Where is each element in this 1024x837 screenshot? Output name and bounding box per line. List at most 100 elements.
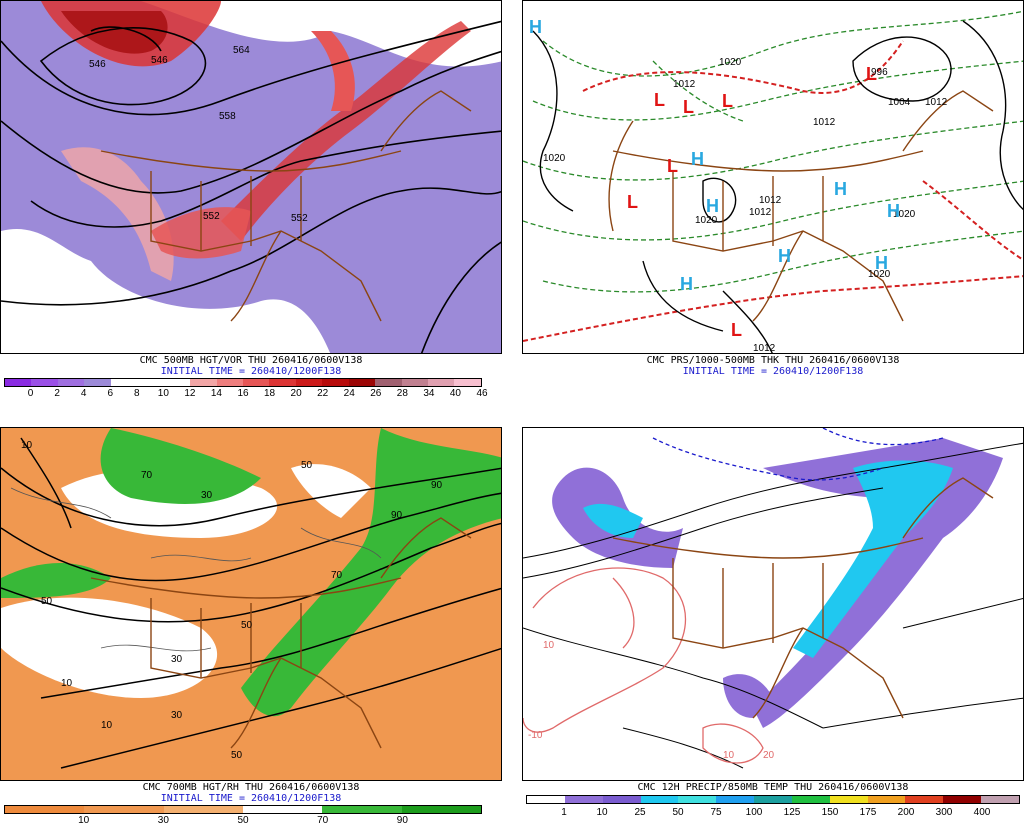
scale-swatch bbox=[428, 379, 455, 386]
scale-swatch bbox=[137, 379, 164, 386]
contour-label: 552 bbox=[291, 213, 308, 224]
caption-title: CMC 500MB HGT/VOR THU 260416/0600V138 bbox=[139, 355, 363, 366]
scale-swatch bbox=[527, 796, 565, 803]
scale-swatch bbox=[322, 379, 349, 386]
contour-label: 90 bbox=[431, 480, 443, 491]
low-pressure-center: L bbox=[667, 156, 678, 176]
scale-swatch bbox=[375, 379, 402, 386]
contour-label: 558 bbox=[219, 111, 236, 122]
contour-label: 30 bbox=[171, 654, 183, 665]
contour-label: 546 bbox=[151, 55, 168, 66]
scale-swatch bbox=[269, 379, 296, 386]
scale-tick-label: 30 bbox=[157, 815, 169, 826]
isobar-label: 1012 bbox=[753, 343, 776, 354]
scale-swatch bbox=[867, 796, 906, 803]
scale-swatch bbox=[57, 379, 85, 386]
scale-tick-label: 24 bbox=[343, 388, 355, 399]
scale-swatch bbox=[602, 796, 641, 803]
scale-tick-label: 150 bbox=[821, 807, 839, 818]
scale-tick-label: 46 bbox=[476, 388, 488, 399]
scale-ticks: 1 10 25 50 75 100 125 150 175 200 300 400 bbox=[522, 807, 1024, 821]
map-mslp: 1020 1012 1020 1004 1012 1012 1020 1012 … bbox=[522, 0, 1024, 354]
scale-tick-label: 20 bbox=[290, 388, 302, 399]
scale-swatch bbox=[454, 379, 481, 386]
color-scale bbox=[526, 795, 1020, 804]
isobar-label: 1020 bbox=[719, 57, 742, 68]
scale-tick-label: 175 bbox=[859, 807, 877, 818]
scale-swatch bbox=[84, 806, 164, 813]
scale-tick-label: 6 bbox=[107, 388, 113, 399]
scale-tick-label: 100 bbox=[745, 807, 763, 818]
high-pressure-center: H bbox=[875, 253, 888, 273]
low-pressure-center: L bbox=[722, 91, 733, 111]
scale-tick-label: 2 bbox=[54, 388, 60, 399]
scale-tick-label: 12 bbox=[184, 388, 196, 399]
contour-label: 70 bbox=[141, 470, 153, 481]
contour-label: 10 bbox=[21, 440, 33, 451]
scale-swatch bbox=[163, 806, 243, 813]
isotherm-label: 10 bbox=[543, 640, 555, 651]
scale-swatch bbox=[401, 379, 428, 386]
scale-tick-label: 75 bbox=[710, 807, 722, 818]
map-vorticity: 564 546 558 552 546 552 bbox=[0, 0, 502, 354]
low-pressure-center: L bbox=[627, 192, 638, 212]
scale-tick-label: 200 bbox=[897, 807, 915, 818]
scale-swatch bbox=[322, 806, 402, 813]
contour-label: 552 bbox=[203, 211, 220, 222]
scale-tick-label: 25 bbox=[634, 807, 646, 818]
isotherm-label: -10 bbox=[528, 730, 543, 741]
scale-swatch bbox=[5, 379, 32, 386]
isobar-label: 1012 bbox=[749, 207, 772, 218]
caption-initial-time: INITIAL TIME = 260410/1200F138 bbox=[682, 366, 864, 377]
caption-initial-time: INITIAL TIME = 260410/1200F138 bbox=[160, 793, 342, 804]
scale-tick-label: 300 bbox=[935, 807, 953, 818]
high-pressure-center: H bbox=[887, 201, 900, 221]
scale-swatch bbox=[905, 796, 944, 803]
scale-swatch bbox=[564, 796, 603, 803]
scale-swatch bbox=[5, 806, 85, 813]
caption-title: CMC 12H PRECIP/850MB TEMP THU 260416/060… bbox=[637, 782, 909, 793]
scale-tick-label: 40 bbox=[449, 388, 461, 399]
contour-label: 30 bbox=[171, 710, 183, 721]
contour-label: 10 bbox=[61, 678, 73, 689]
scale-swatch bbox=[295, 379, 323, 386]
scale-tick-label: 22 bbox=[317, 388, 329, 399]
isobar-label: 1012 bbox=[673, 79, 696, 90]
contour-label: 90 bbox=[391, 510, 403, 521]
scale-tick-label: 16 bbox=[237, 388, 249, 399]
scale-tick-label: 26 bbox=[370, 388, 382, 399]
isobar-label: 1020 bbox=[893, 209, 916, 220]
high-pressure-center: H bbox=[691, 149, 704, 169]
scale-tick-label: 18 bbox=[263, 388, 276, 399]
scale-swatch bbox=[84, 379, 111, 386]
scale-tick-label: 90 bbox=[396, 815, 408, 826]
scale-swatch bbox=[716, 796, 755, 803]
scale-tick-label: 400 bbox=[973, 807, 991, 818]
map-rh: 10 50 30 70 90 50 30 10 50 70 90 10 30 5… bbox=[0, 427, 502, 781]
contour-label: 564 bbox=[233, 45, 250, 56]
scale-tick-label: 1 bbox=[561, 807, 567, 818]
low-pressure-center: L bbox=[731, 320, 742, 340]
isobar-label: 996 bbox=[871, 67, 888, 78]
color-scale bbox=[4, 378, 482, 387]
scale-swatch bbox=[348, 379, 376, 386]
scale-ticks: 0 2 4 6 8 10 12 14 16 18 20 22 24 26 28 34 40 46 bbox=[0, 388, 502, 402]
scale-tick-label: 50 bbox=[672, 807, 684, 818]
panel-500mb-vorticity: 564 546 558 552 546 552 CMC 500MB HGT/VO… bbox=[0, 0, 502, 410]
scale-swatch bbox=[110, 379, 138, 386]
isobar-label: 1012 bbox=[759, 195, 782, 206]
isobar-label: 1020 bbox=[543, 153, 566, 164]
high-pressure-center: H bbox=[529, 17, 542, 37]
low-pressure-center: L bbox=[866, 64, 877, 84]
isobar-label: 1020 bbox=[868, 269, 891, 280]
isobar-label: 1012 bbox=[925, 97, 948, 108]
caption-title: CMC PRS/1000-500MB THK THU 260416/0600V1… bbox=[646, 355, 900, 366]
scale-tick-label: 0 bbox=[27, 388, 34, 399]
scale-swatch bbox=[401, 806, 481, 813]
scale-tick-label: 125 bbox=[783, 807, 801, 818]
contour-label: 30 bbox=[201, 490, 213, 501]
contour-label: 50 bbox=[241, 620, 253, 631]
contour-label: 50 bbox=[231, 750, 243, 761]
scale-swatch bbox=[190, 379, 217, 386]
scale-swatch bbox=[31, 379, 58, 386]
